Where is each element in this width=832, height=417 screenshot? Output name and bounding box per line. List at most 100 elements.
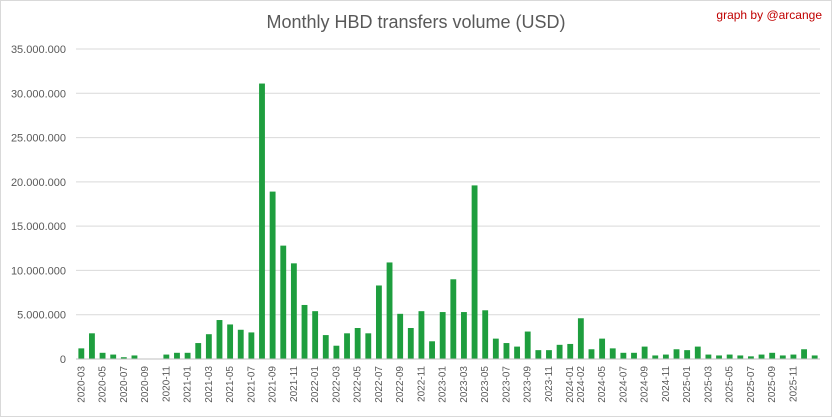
bar-2024-09 [652, 355, 659, 359]
x-tick-label: 2024-02 [576, 366, 587, 403]
x-tick-label: 2021-05 [225, 366, 236, 403]
x-tick-label: 2021-09 [268, 366, 279, 403]
bar-2024-11 [673, 349, 680, 359]
bar-2020-03 [78, 348, 85, 359]
y-tick-label: 20.000.000 [11, 177, 66, 189]
bar-2021-10 [280, 245, 287, 359]
bar-2023-04 [471, 185, 478, 359]
bar-2024-03 [588, 349, 595, 359]
bar-2022-02 [322, 335, 329, 359]
bar-2022-12 [429, 341, 435, 359]
bar-2023-11 [546, 350, 552, 359]
x-tick-label: 2025-07 [746, 366, 757, 403]
x-tick-label: 2020-11 [161, 366, 172, 402]
x-tick-label: 2023-07 [501, 366, 512, 403]
y-tick-label: 0 [60, 354, 66, 366]
x-tick-label: 2025-01 [682, 366, 693, 403]
bar-2023-12 [556, 344, 563, 359]
bar-2024-06 [620, 352, 627, 359]
x-tick-label: 2024-07 [618, 366, 629, 403]
x-tick-label: 2023-09 [523, 366, 534, 403]
bar-2020-04 [89, 333, 95, 359]
bar-2024-10 [662, 354, 669, 359]
bar-2020-08 [131, 355, 138, 359]
x-tick-label: 2022-09 [395, 366, 406, 403]
bar-2022-11 [418, 311, 425, 359]
x-tick-label: 2025-05 [725, 366, 736, 403]
bar-2024-07 [631, 352, 637, 359]
bar-2023-07 [503, 343, 510, 359]
bar-2022-07 [375, 285, 382, 359]
x-tick-labels: 2020-03 2020-05 2020-07 2020-09 2020-11 2021-… [76, 366, 799, 403]
bar-2024-05 [609, 348, 616, 359]
bar-2025-09 [779, 355, 786, 359]
bar-2025-05 [737, 355, 744, 359]
gridlines [76, 48, 820, 316]
x-tick-label: 2024-05 [597, 366, 608, 403]
bar-2022-05 [354, 328, 361, 359]
y-tick-label: 5.000.000 [17, 310, 66, 322]
bar-2022-08 [386, 262, 393, 359]
bar-2020-11 [163, 354, 170, 359]
chart-title: Monthly HBD transfers volume (USD) [266, 12, 566, 32]
bar-2020-12 [174, 352, 180, 359]
bar-2021-02 [195, 343, 202, 359]
x-tick-label: 2023-01 [438, 366, 449, 403]
bar-2021-04 [216, 320, 223, 359]
bar-2023-02 [450, 279, 457, 359]
x-tick-label: 2024-09 [640, 366, 651, 403]
x-tick-label: 2023-11 [544, 366, 555, 402]
x-tick-label: 2023-05 [480, 366, 491, 403]
bar-2021-05 [227, 324, 234, 359]
x-tick-label: 2020-05 [98, 366, 109, 403]
bar-2021-12 [301, 304, 308, 359]
credit-label: graph by @arcange [716, 8, 822, 22]
bar-2025-02 [705, 354, 712, 359]
y-tick-label: 30.000.000 [11, 88, 66, 100]
bar-2022-01 [312, 311, 319, 359]
bar-2024-01 [567, 343, 574, 359]
bar-2021-03 [205, 334, 212, 359]
bar-2022-06 [365, 333, 372, 359]
x-tick-label: 2022-03 [331, 366, 342, 403]
x-tick-label: 2020-03 [76, 366, 87, 403]
y-tick-labels: 0 5.000.000 10.000.000 15.000.000 20.000.000… [11, 44, 66, 366]
bar-2025-03 [716, 355, 722, 359]
bar-2023-08 [514, 346, 521, 359]
y-tick-label: 15.000.000 [11, 221, 66, 233]
bar-2025-04 [726, 354, 733, 359]
bar-2021-01 [184, 352, 191, 359]
bar-2022-03 [333, 345, 340, 359]
bar-2025-12 [811, 355, 818, 359]
bar-2025-11 [801, 349, 807, 359]
bar-2025-07 [758, 354, 765, 359]
x-tick-label: 2025-11 [788, 366, 799, 402]
x-tick-label: 2025-09 [767, 366, 778, 403]
bar-2025-01 [694, 346, 701, 359]
x-tick-label: 2021-01 [183, 366, 194, 403]
bar-2023-10 [535, 350, 542, 359]
y-tick-label: 10.000.000 [11, 265, 66, 277]
y-tick-label: 25.000.000 [11, 133, 66, 145]
bar-2023-09 [524, 331, 531, 359]
bar-2021-08 [259, 83, 265, 360]
bars [78, 83, 818, 360]
bar-2025-06 [747, 356, 754, 359]
bar-2023-05 [482, 310, 489, 359]
bar-2020-07 [120, 357, 127, 359]
bar-2022-04 [344, 333, 350, 359]
bar-2025-08 [769, 352, 776, 359]
x-tick-label: 2025-03 [703, 366, 714, 403]
x-tick-label: 2022-05 [353, 366, 364, 403]
x-tick-label: 2022-11 [416, 366, 427, 402]
x-tick-label: 2020-07 [119, 366, 130, 403]
bar-2021-09 [269, 191, 276, 359]
x-tick-label: 2023-03 [459, 366, 470, 403]
bar-2023-06 [492, 338, 499, 359]
bar-2021-11 [290, 263, 297, 359]
y-tick-label: 35.000.000 [11, 44, 66, 56]
bar-2024-12 [684, 350, 691, 359]
bar-2020-05 [99, 352, 106, 359]
bar-2022-10 [407, 328, 414, 359]
